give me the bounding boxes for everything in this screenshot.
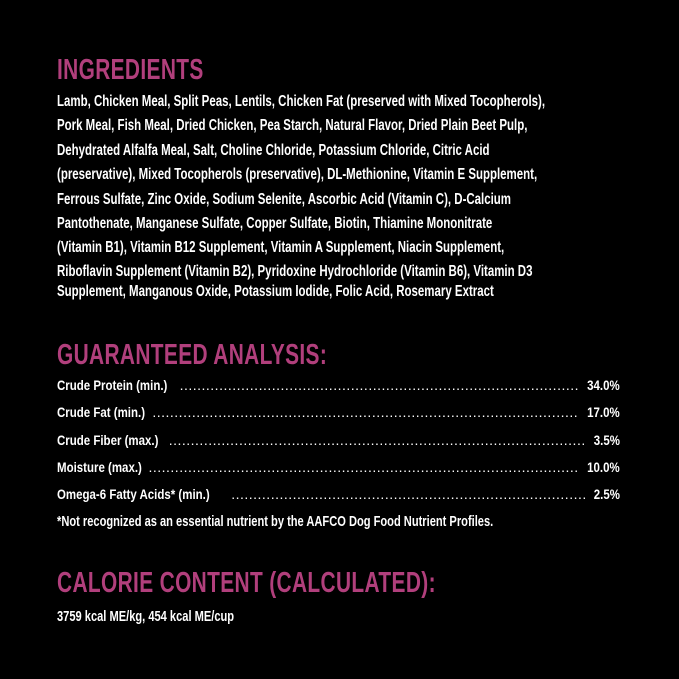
analysis-footnote: *Not recognized as an essential nutrient… [57, 513, 494, 530]
calorie-heading: CALORIE CONTENT (CALCULATED): [57, 567, 436, 599]
analysis-row: Moisture (max.) 10.0% [57, 457, 620, 477]
ingredients-line: Supplement, Manganous Oxide, Potassium I… [57, 283, 494, 300]
analysis-value: 10.0% [587, 459, 620, 475]
calorie-text: 3759 kcal ME/kg, 454 kcal ME/cup [57, 608, 235, 625]
dot-leader [231, 484, 586, 504]
analysis-label: Crude Fiber (max.) [57, 432, 159, 448]
analysis-value: 2.5% [593, 486, 620, 502]
ingredients-line: Ferrous Sulfate, Zinc Oxide, Sodium Sele… [57, 191, 512, 208]
analysis-value: 34.0% [587, 377, 620, 393]
ingredients-line: (preservative), Mixed Tocopherols (prese… [57, 166, 538, 183]
ingredients-line: Pork Meal, Fish Meal, Dried Chicken, Pea… [57, 117, 528, 134]
analysis-row: Crude Fat (min.) 17.0% [57, 402, 620, 422]
analysis-value: 17.0% [587, 404, 620, 420]
ingredients-heading: INGREDIENTS [57, 54, 204, 86]
ingredients-line: (Vitamin B1), Vitamin B12 Supplement, Vi… [57, 239, 505, 256]
dot-leader [169, 430, 586, 450]
ingredients-line: Dehydrated Alfalfa Meal, Salt, Choline C… [57, 142, 490, 159]
analysis-value: 3.5% [593, 432, 620, 448]
analysis-heading: GUARANTEED ANALYSIS: [57, 339, 328, 371]
dot-leader [152, 402, 578, 422]
dot-leader [180, 375, 579, 395]
ingredients-line: Lamb, Chicken Meal, Split Peas, Lentils,… [57, 93, 546, 110]
analysis-label: Moisture (max.) [57, 459, 142, 475]
analysis-row: Crude Protein (min.) 34.0% [57, 375, 620, 395]
dot-leader [148, 457, 578, 477]
ingredients-line: Riboflavin Supplement (Vitamin B2), Pyri… [57, 263, 533, 280]
analysis-row: Omega-6 Fatty Acids* (min.) 2.5% [57, 484, 620, 504]
analysis-label: Crude Fat (min.) [57, 404, 146, 420]
analysis-label: Crude Protein (min.) [57, 377, 168, 393]
analysis-row: Crude Fiber (max.) 3.5% [57, 430, 620, 450]
analysis-label: Omega-6 Fatty Acids* (min.) [57, 486, 210, 502]
ingredients-line: Pantothenate, Manganese Sulfate, Copper … [57, 215, 493, 232]
